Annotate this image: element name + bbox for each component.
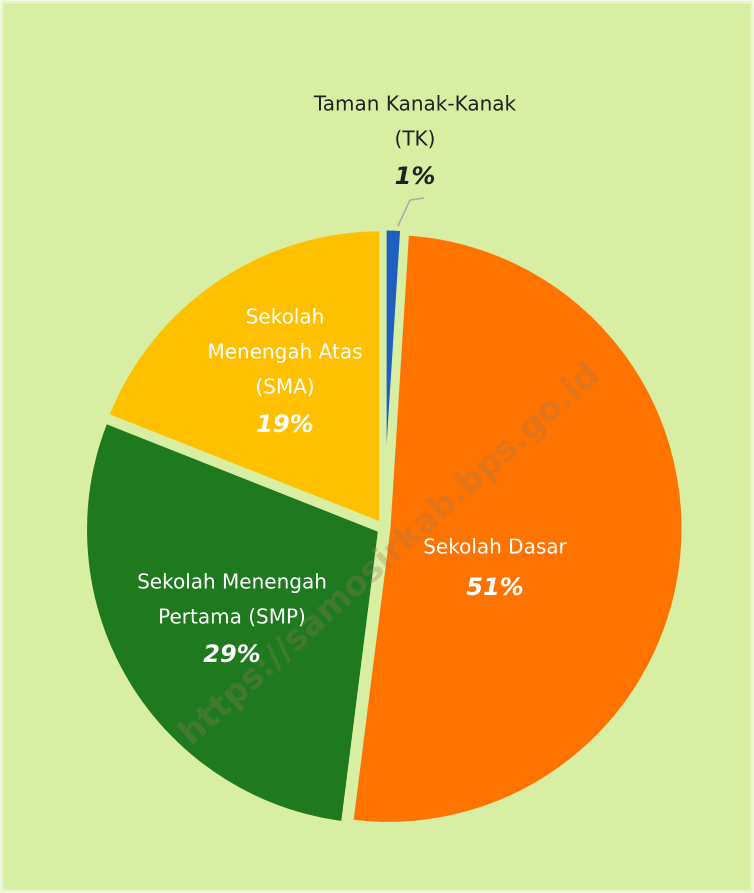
category-label: Taman Kanak-Kanak	[313, 92, 517, 116]
value-label: 51%	[466, 573, 523, 601]
category-label: (TK)	[395, 127, 436, 151]
pie-slice	[348, 230, 687, 827]
category-label: Pertama (SMP)	[158, 605, 306, 629]
labels: Taman Kanak-Kanak (TK) 1% Sekolah Dasar 51% S…	[137, 92, 567, 669]
category-label: Sekolah	[246, 305, 325, 329]
category-label: (SMA)	[255, 375, 314, 399]
pie-slice	[82, 417, 384, 827]
value-label: 19%	[256, 410, 313, 438]
pie-slice	[103, 226, 385, 529]
leader-line	[397, 197, 425, 227]
value-label: 1%	[395, 162, 436, 190]
category-label: Sekolah Dasar	[423, 535, 567, 559]
value-label: 29%	[203, 640, 260, 668]
category-label: Menengah Atas	[207, 340, 362, 364]
pie	[82, 225, 687, 827]
category-label: Sekolah Menengah	[137, 570, 327, 594]
